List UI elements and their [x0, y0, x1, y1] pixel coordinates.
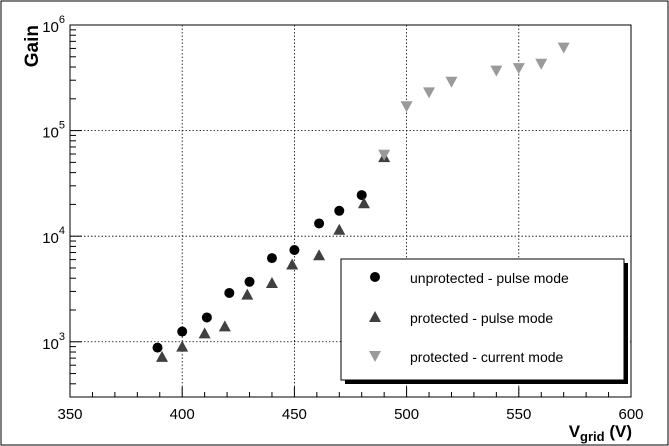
series-0 — [152, 190, 367, 353]
data-point — [334, 205, 345, 216]
y-tick-base: 10 — [42, 125, 59, 142]
x-tick-label: 550 — [506, 406, 531, 423]
data-point — [356, 190, 367, 201]
y-tick-label: 106 — [42, 14, 65, 36]
legend-marker — [369, 311, 381, 322]
x-axis-title-base: V — [569, 422, 581, 441]
data-point — [244, 276, 255, 287]
series-1 — [156, 151, 391, 362]
y-tick-label: 103 — [42, 331, 65, 353]
axis-ticks — [69, 24, 632, 398]
data-point — [198, 327, 211, 339]
plot-frame — [69, 24, 632, 398]
y-axis-title: Gain — [22, 25, 43, 67]
x-axis-title: Vgrid (V) — [569, 422, 632, 444]
legend-label-protected-current: protected - current mode — [410, 349, 564, 365]
data-point — [333, 223, 346, 235]
data-point — [177, 326, 188, 337]
y-tick-label: 104 — [42, 225, 65, 247]
x-tick-label: 400 — [170, 406, 195, 423]
data-point — [535, 58, 548, 70]
y-tick-label: 105 — [42, 120, 65, 142]
x-tick-labels: 350 400 450 500 550 600 — [57, 406, 643, 423]
data-point — [512, 63, 525, 75]
legend-label-unprotected-pulse: unprotected - pulse mode — [410, 270, 569, 286]
legend-box — [340, 258, 625, 381]
data-point — [490, 65, 503, 77]
x-axis-title-subscript: grid — [580, 429, 605, 444]
data-point — [156, 350, 169, 362]
data-point — [176, 340, 189, 352]
data-point — [378, 149, 391, 161]
data-point — [152, 342, 163, 353]
data-point — [289, 244, 300, 255]
x-axis-title-unit: (V) — [605, 422, 632, 441]
series-2 — [378, 42, 570, 161]
x-tick-label: 350 — [57, 406, 82, 423]
y-tick-exponent: 6 — [59, 14, 65, 26]
data-point — [266, 253, 277, 264]
legend-markers — [369, 272, 381, 362]
data-point — [313, 249, 326, 261]
y-tick-base: 10 — [42, 336, 59, 353]
data-point — [557, 42, 570, 54]
data-point — [224, 287, 235, 298]
legend-marker — [369, 351, 381, 362]
legend: unprotected - pulse mode protected - pul… — [340, 258, 628, 384]
data-point — [314, 218, 325, 229]
data-point — [357, 197, 370, 209]
y-tick-exponent: 3 — [59, 331, 65, 343]
data-point — [218, 320, 231, 332]
data-point — [423, 87, 436, 99]
data-point — [241, 288, 254, 300]
data-point — [201, 312, 212, 323]
data-point — [265, 277, 278, 289]
data-point — [286, 258, 299, 270]
x-tick-label: 500 — [394, 406, 419, 423]
y-tick-exponent: 4 — [59, 225, 65, 237]
legend-marker — [370, 272, 380, 282]
legend-label-protected-pulse: protected - pulse mode — [410, 310, 553, 326]
data-point — [400, 101, 413, 113]
y-tick-base: 10 — [42, 230, 59, 247]
y-tick-base: 10 — [42, 19, 59, 36]
x-tick-label: 600 — [618, 406, 643, 423]
data-series — [152, 42, 570, 362]
x-tick-label: 450 — [282, 406, 307, 423]
y-tick-exponent: 5 — [59, 120, 65, 132]
data-point — [445, 76, 458, 88]
